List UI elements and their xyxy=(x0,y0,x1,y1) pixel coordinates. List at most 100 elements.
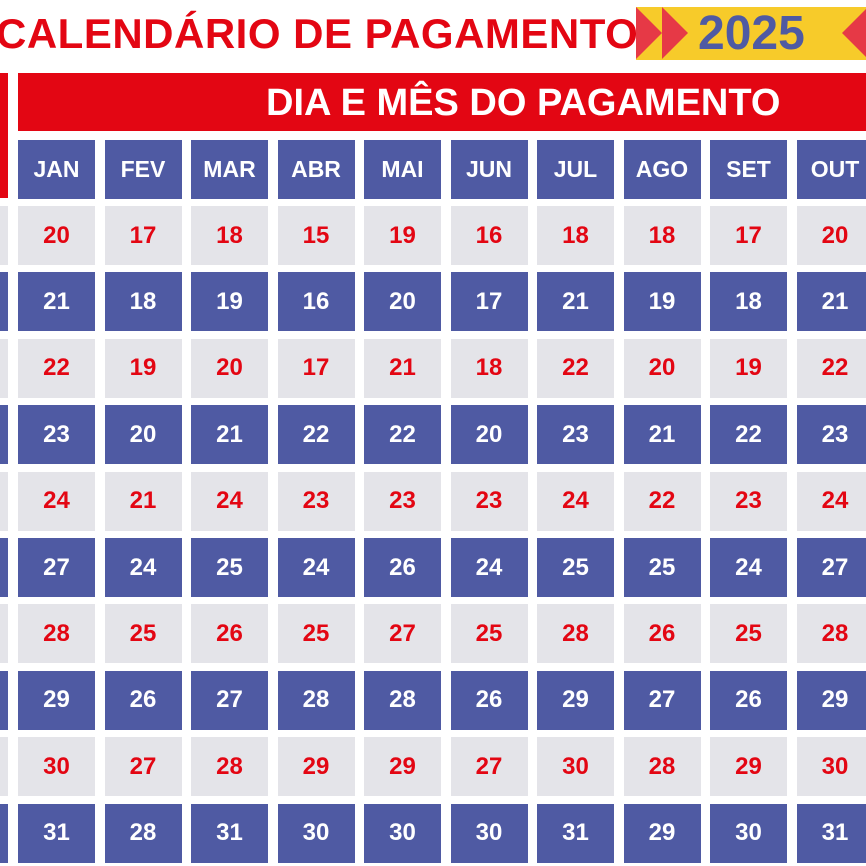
payment-day-cell: 30 xyxy=(364,803,441,863)
payment-day-cell: 22 xyxy=(364,405,441,465)
payment-day-cell: 24 xyxy=(710,538,787,597)
payment-day-cell: 31 xyxy=(191,803,268,863)
month-header: OUT xyxy=(796,140,866,199)
payment-day-cell: 25 xyxy=(104,604,182,664)
payment-day-cell: 22 xyxy=(277,405,355,465)
payment-day-cell: 29 xyxy=(364,737,441,797)
payment-day-cell: 26 xyxy=(364,538,441,597)
year-label: 2025 xyxy=(698,7,805,60)
row-edge xyxy=(0,737,8,797)
payment-day-cell: 24 xyxy=(277,538,355,597)
payment-day-cell: 26 xyxy=(623,604,701,664)
payment-day-cell: 25 xyxy=(623,538,701,597)
payment-day-cell: 21 xyxy=(623,405,701,465)
payment-day-cell: 19 xyxy=(710,338,787,398)
payment-day-cell: 17 xyxy=(104,206,182,265)
payment-day-cell: 26 xyxy=(450,670,528,730)
payment-day-cell: 24 xyxy=(18,471,95,531)
payment-day-cell: 18 xyxy=(710,272,787,332)
payment-day-cell: 31 xyxy=(796,803,866,863)
row-edge xyxy=(0,670,8,730)
payment-day-cell: 22 xyxy=(796,338,866,398)
payment-day-cell: 25 xyxy=(710,604,787,664)
payment-day-cell: 23 xyxy=(364,471,441,531)
payment-day-cell: 28 xyxy=(277,670,355,730)
payment-day-cell: 27 xyxy=(364,604,441,664)
payment-day-cell: 20 xyxy=(796,206,866,265)
payment-day-cell: 24 xyxy=(796,471,866,531)
payment-day-cell: 30 xyxy=(710,803,787,863)
row-edge xyxy=(0,803,8,863)
payment-day-cell: 20 xyxy=(191,338,268,398)
payment-day-cell: 29 xyxy=(623,803,701,863)
year-badge: 2025 xyxy=(636,7,866,60)
payment-day-cell: 18 xyxy=(104,272,182,332)
payment-day-cell: 21 xyxy=(537,272,614,332)
payment-day-cell: 18 xyxy=(537,206,614,265)
payment-day-cell: 30 xyxy=(18,737,95,797)
arrow-right-icon xyxy=(636,7,662,59)
month-header: JUL xyxy=(537,140,614,199)
month-header: MAI xyxy=(364,140,441,199)
payment-day-cell: 26 xyxy=(191,604,268,664)
payment-day-cell: 27 xyxy=(104,737,182,797)
payment-day-cell: 19 xyxy=(364,206,441,265)
payment-day-cell: 23 xyxy=(450,471,528,531)
payment-day-cell: 27 xyxy=(623,670,701,730)
payment-day-cell: 17 xyxy=(450,272,528,332)
payment-day-cell: 18 xyxy=(191,206,268,265)
payment-day-cell: 18 xyxy=(450,338,528,398)
payment-day-cell: 21 xyxy=(364,338,441,398)
payment-day-cell: 22 xyxy=(710,405,787,465)
row-edge xyxy=(0,405,8,465)
payment-day-cell: 22 xyxy=(623,471,701,531)
payment-day-cell: 24 xyxy=(450,538,528,597)
payment-day-cell: 19 xyxy=(623,272,701,332)
payment-day-cell: 30 xyxy=(450,803,528,863)
payment-day-cell: 28 xyxy=(623,737,701,797)
payment-day-cell: 23 xyxy=(18,405,95,465)
payment-day-cell: 27 xyxy=(18,538,95,597)
row-edge xyxy=(0,471,8,531)
payment-day-cell: 20 xyxy=(364,272,441,332)
payment-day-cell: 21 xyxy=(796,272,866,332)
payment-day-cell: 25 xyxy=(277,604,355,664)
payment-day-cell: 24 xyxy=(191,471,268,531)
payment-day-cell: 20 xyxy=(18,206,95,265)
payment-day-cell: 19 xyxy=(104,338,182,398)
left-header-block xyxy=(0,73,8,198)
row-edge xyxy=(0,604,8,664)
payment-day-cell: 21 xyxy=(104,471,182,531)
payment-day-cell: 20 xyxy=(104,405,182,465)
payment-day-cell: 23 xyxy=(796,405,866,465)
month-header: ABR xyxy=(277,140,355,199)
payment-day-cell: 31 xyxy=(537,803,614,863)
payment-day-cell: 15 xyxy=(277,206,355,265)
payment-day-cell: 25 xyxy=(537,538,614,597)
payment-day-cell: 23 xyxy=(537,405,614,465)
payment-day-cell: 28 xyxy=(537,604,614,664)
arrow-right-icon xyxy=(662,7,688,59)
payment-day-cell: 20 xyxy=(623,338,701,398)
payment-day-cell: 29 xyxy=(710,737,787,797)
payment-day-cell: 28 xyxy=(796,604,866,664)
payment-day-cell: 28 xyxy=(191,737,268,797)
payment-day-cell: 21 xyxy=(191,405,268,465)
payment-day-cell: 28 xyxy=(104,803,182,863)
payment-day-cell: 30 xyxy=(796,737,866,797)
row-edge xyxy=(0,206,8,265)
section-header: DIA E MÊS DO PAGAMENTO xyxy=(18,73,866,131)
payment-day-cell: 29 xyxy=(18,670,95,730)
month-header: AGO xyxy=(623,140,701,199)
payment-day-cell: 16 xyxy=(277,272,355,332)
payment-day-cell: 27 xyxy=(191,670,268,730)
payment-day-cell: 17 xyxy=(710,206,787,265)
payment-day-cell: 28 xyxy=(364,670,441,730)
payment-day-cell: 20 xyxy=(450,405,528,465)
payment-day-cell: 18 xyxy=(623,206,701,265)
payment-day-cell: 25 xyxy=(450,604,528,664)
month-header: MAR xyxy=(191,140,268,199)
payment-day-cell: 22 xyxy=(537,338,614,398)
month-header: JUN xyxy=(450,140,528,199)
row-edge xyxy=(0,272,8,332)
